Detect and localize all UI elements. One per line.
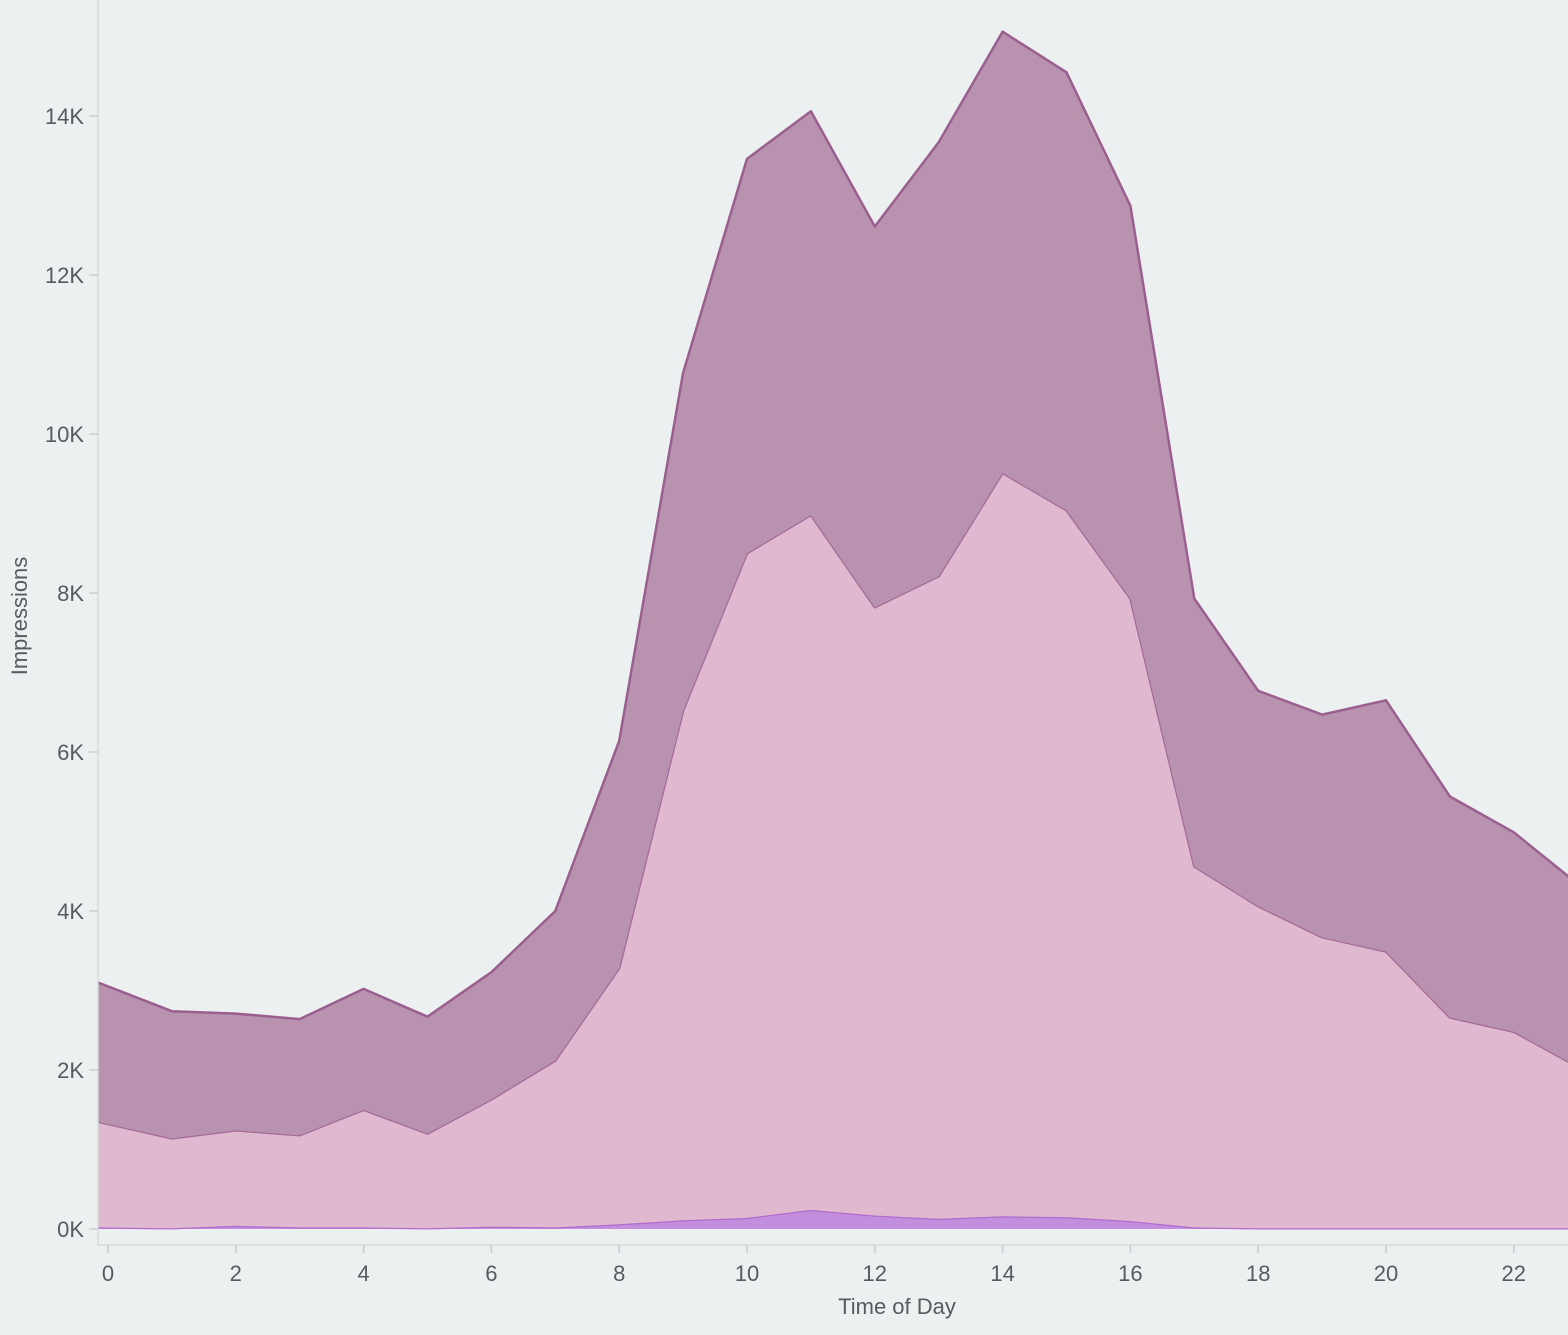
series-line-2 [98,30,1568,1021]
x-tick-label: 0 [102,1261,114,1286]
series-area-2 [98,31,1568,1139]
y-ticks: 0K 2K 4K 6K 8K 10K 12K 14K [45,104,98,1242]
x-tick-label: 20 [1374,1261,1398,1286]
y-tick-label: 10K [45,422,84,447]
x-tick-label: 2 [230,1261,242,1286]
y-tick-label: 0K [57,1217,84,1242]
y-tick-label: 14K [45,104,84,129]
x-ticks: 0 2 4 6 8 10 12 14 16 18 20 22 [102,1245,1526,1286]
y-tick-label: 6K [57,740,84,765]
x-tick-label: 8 [613,1261,625,1286]
series-areas [98,30,1568,1230]
x-tick-label: 22 [1502,1261,1526,1286]
x-tick-label: 18 [1246,1261,1270,1286]
x-tick-label: 6 [485,1261,497,1286]
x-axis-title: Time of Day [838,1294,956,1319]
series-area-0 [98,1209,1568,1229]
x-tick-label: 10 [735,1261,759,1286]
y-axis-title: Impressions [7,557,32,676]
y-tick-label: 2K [57,1058,84,1083]
series-area-1 [98,473,1568,1229]
axes [97,0,1568,1246]
y-tick-label: 8K [57,581,84,606]
x-tick-label: 14 [990,1261,1014,1286]
x-tick-label: 4 [357,1261,369,1286]
y-tick-label: 12K [45,263,84,288]
y-tick-label: 4K [57,899,84,924]
x-tick-label: 12 [863,1261,887,1286]
x-tick-label: 16 [1118,1261,1142,1286]
